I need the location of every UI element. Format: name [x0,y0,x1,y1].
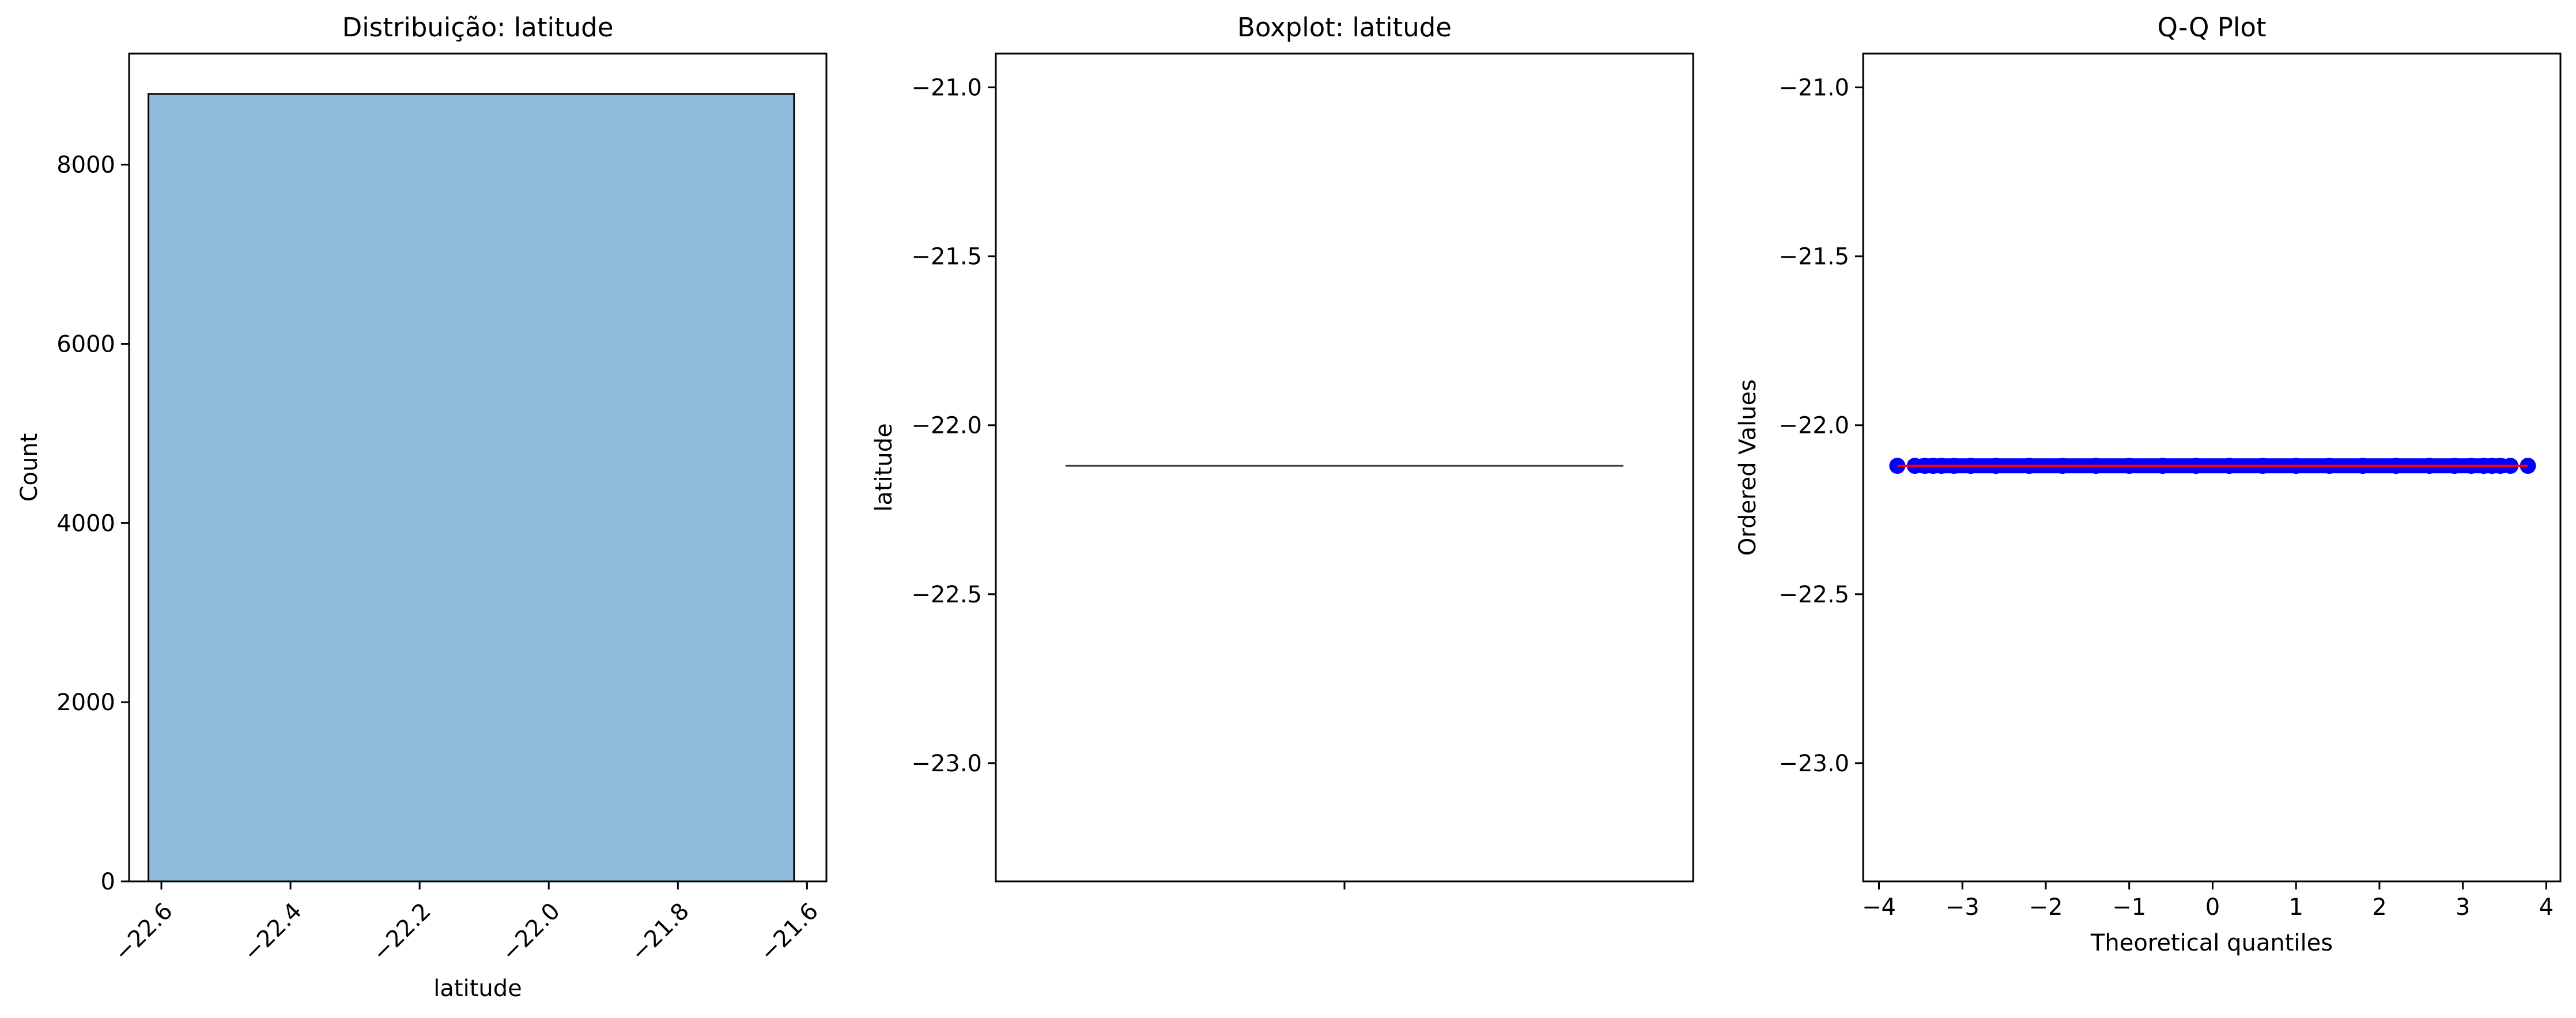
qq-plot-y-tick-label: −21.5 [1778,244,1849,270]
boxplot-axes-frame [995,52,1694,883]
histogram-axes-frame [128,52,828,883]
qq-plot-y-ticks: −21.0 −21.5 −22.0 −22.5 −23.0 [1778,75,1863,777]
qq-plot-x-tick-label: 4 [2539,894,2554,921]
histogram-x-tick-label: −21.8 [626,898,694,967]
qq-plot-x-tick-label: −4 [1862,894,1896,921]
boxplot-y-tick-label: −22.5 [911,582,982,608]
histogram-panel: Distribuição: latitude −22.6 −22.4 −22.2 −2… [16,12,828,1002]
histogram-bar [148,93,795,883]
qq-plot-x-tick-label: 2 [2372,894,2386,921]
qq-plot-y-axis-label: Ordered Values [1735,379,1761,556]
qq-plot-x-tick-label: −1 [2112,894,2146,921]
boxplot-panel: Boxplot: latitude −21.0−21.5−22.0−22.5−2… [871,12,1694,889]
histogram-marks [148,93,795,883]
qq-plot-y-tick-label: −21.0 [1778,75,1849,101]
histogram-y-tick-label: 2000 [56,689,115,716]
boxplot-y-ticks: −21.0 −21.5 −22.0 −22.5 −23.0 [911,75,996,777]
qq-plot-x-tick-label: −2 [2029,894,2063,921]
qq-plot-x-tick-label: 0 [2205,894,2220,921]
qq-plot-x-tick-label: −3 [1946,894,1980,921]
qq-plot-x-tick-label: 3 [2456,894,2470,921]
histogram-y-ticks: 0 2000 4000 6000 8000 [56,152,129,895]
boxplot-y-tick-label: −21.5 [911,244,982,270]
boxplot-y-axis-label: latitude [871,423,897,511]
qq-plot-y-tick-label: −22.5 [1778,582,1849,608]
boxplot-y-tick-label: −22.0 [911,413,982,439]
qq-plot-panel: Q-Q Plot −4 −3 −2 −1 0 1 2 3 4 −21.0−21.5−22.0−2… [1735,12,2562,956]
histogram-x-tick-label: −22.4 [239,898,307,967]
histogram-x-axis-label: latitude [433,975,522,1002]
qq-plot-x-tick-label: 1 [2288,894,2303,921]
histogram-x-tick-label: −22.0 [497,898,565,967]
boxplot-title: Boxplot: latitude [1237,12,1452,43]
qq-plot-x-ticks: −4 −3 −2 −1 0 1 2 3 4 [1862,881,2554,921]
histogram-x-tick-label: −22.6 [109,898,177,967]
histogram-y-axis-label: Count [16,433,43,502]
qq-plot-title: Q-Q Plot [2157,12,2266,43]
histogram-x-tick-label: −22.2 [368,898,436,967]
boxplot-y-tick-label: −23.0 [911,751,982,777]
boxplot-y-tick-label: −21.0 [911,75,982,101]
histogram-title: Distribuição: latitude [342,12,614,43]
histogram-x-tick-label: −21.6 [755,898,824,967]
histogram-y-tick-label: 8000 [56,152,115,179]
qq-plot-x-axis-label: Theoretical quantiles [2090,930,2333,956]
histogram-x-ticks: −22.6 −22.4 −22.2 −22.0 −21.8 −21.6 [109,881,824,967]
histogram-y-tick-label: 6000 [56,331,115,358]
qq-plot-y-tick-label: −22.0 [1778,413,1849,439]
qq-plot-y-tick-label: −23.0 [1778,751,1849,777]
histogram-y-tick-label: 0 [101,869,115,895]
qq-plot-marks [1889,458,2536,474]
histogram-y-tick-label: 4000 [56,510,115,537]
